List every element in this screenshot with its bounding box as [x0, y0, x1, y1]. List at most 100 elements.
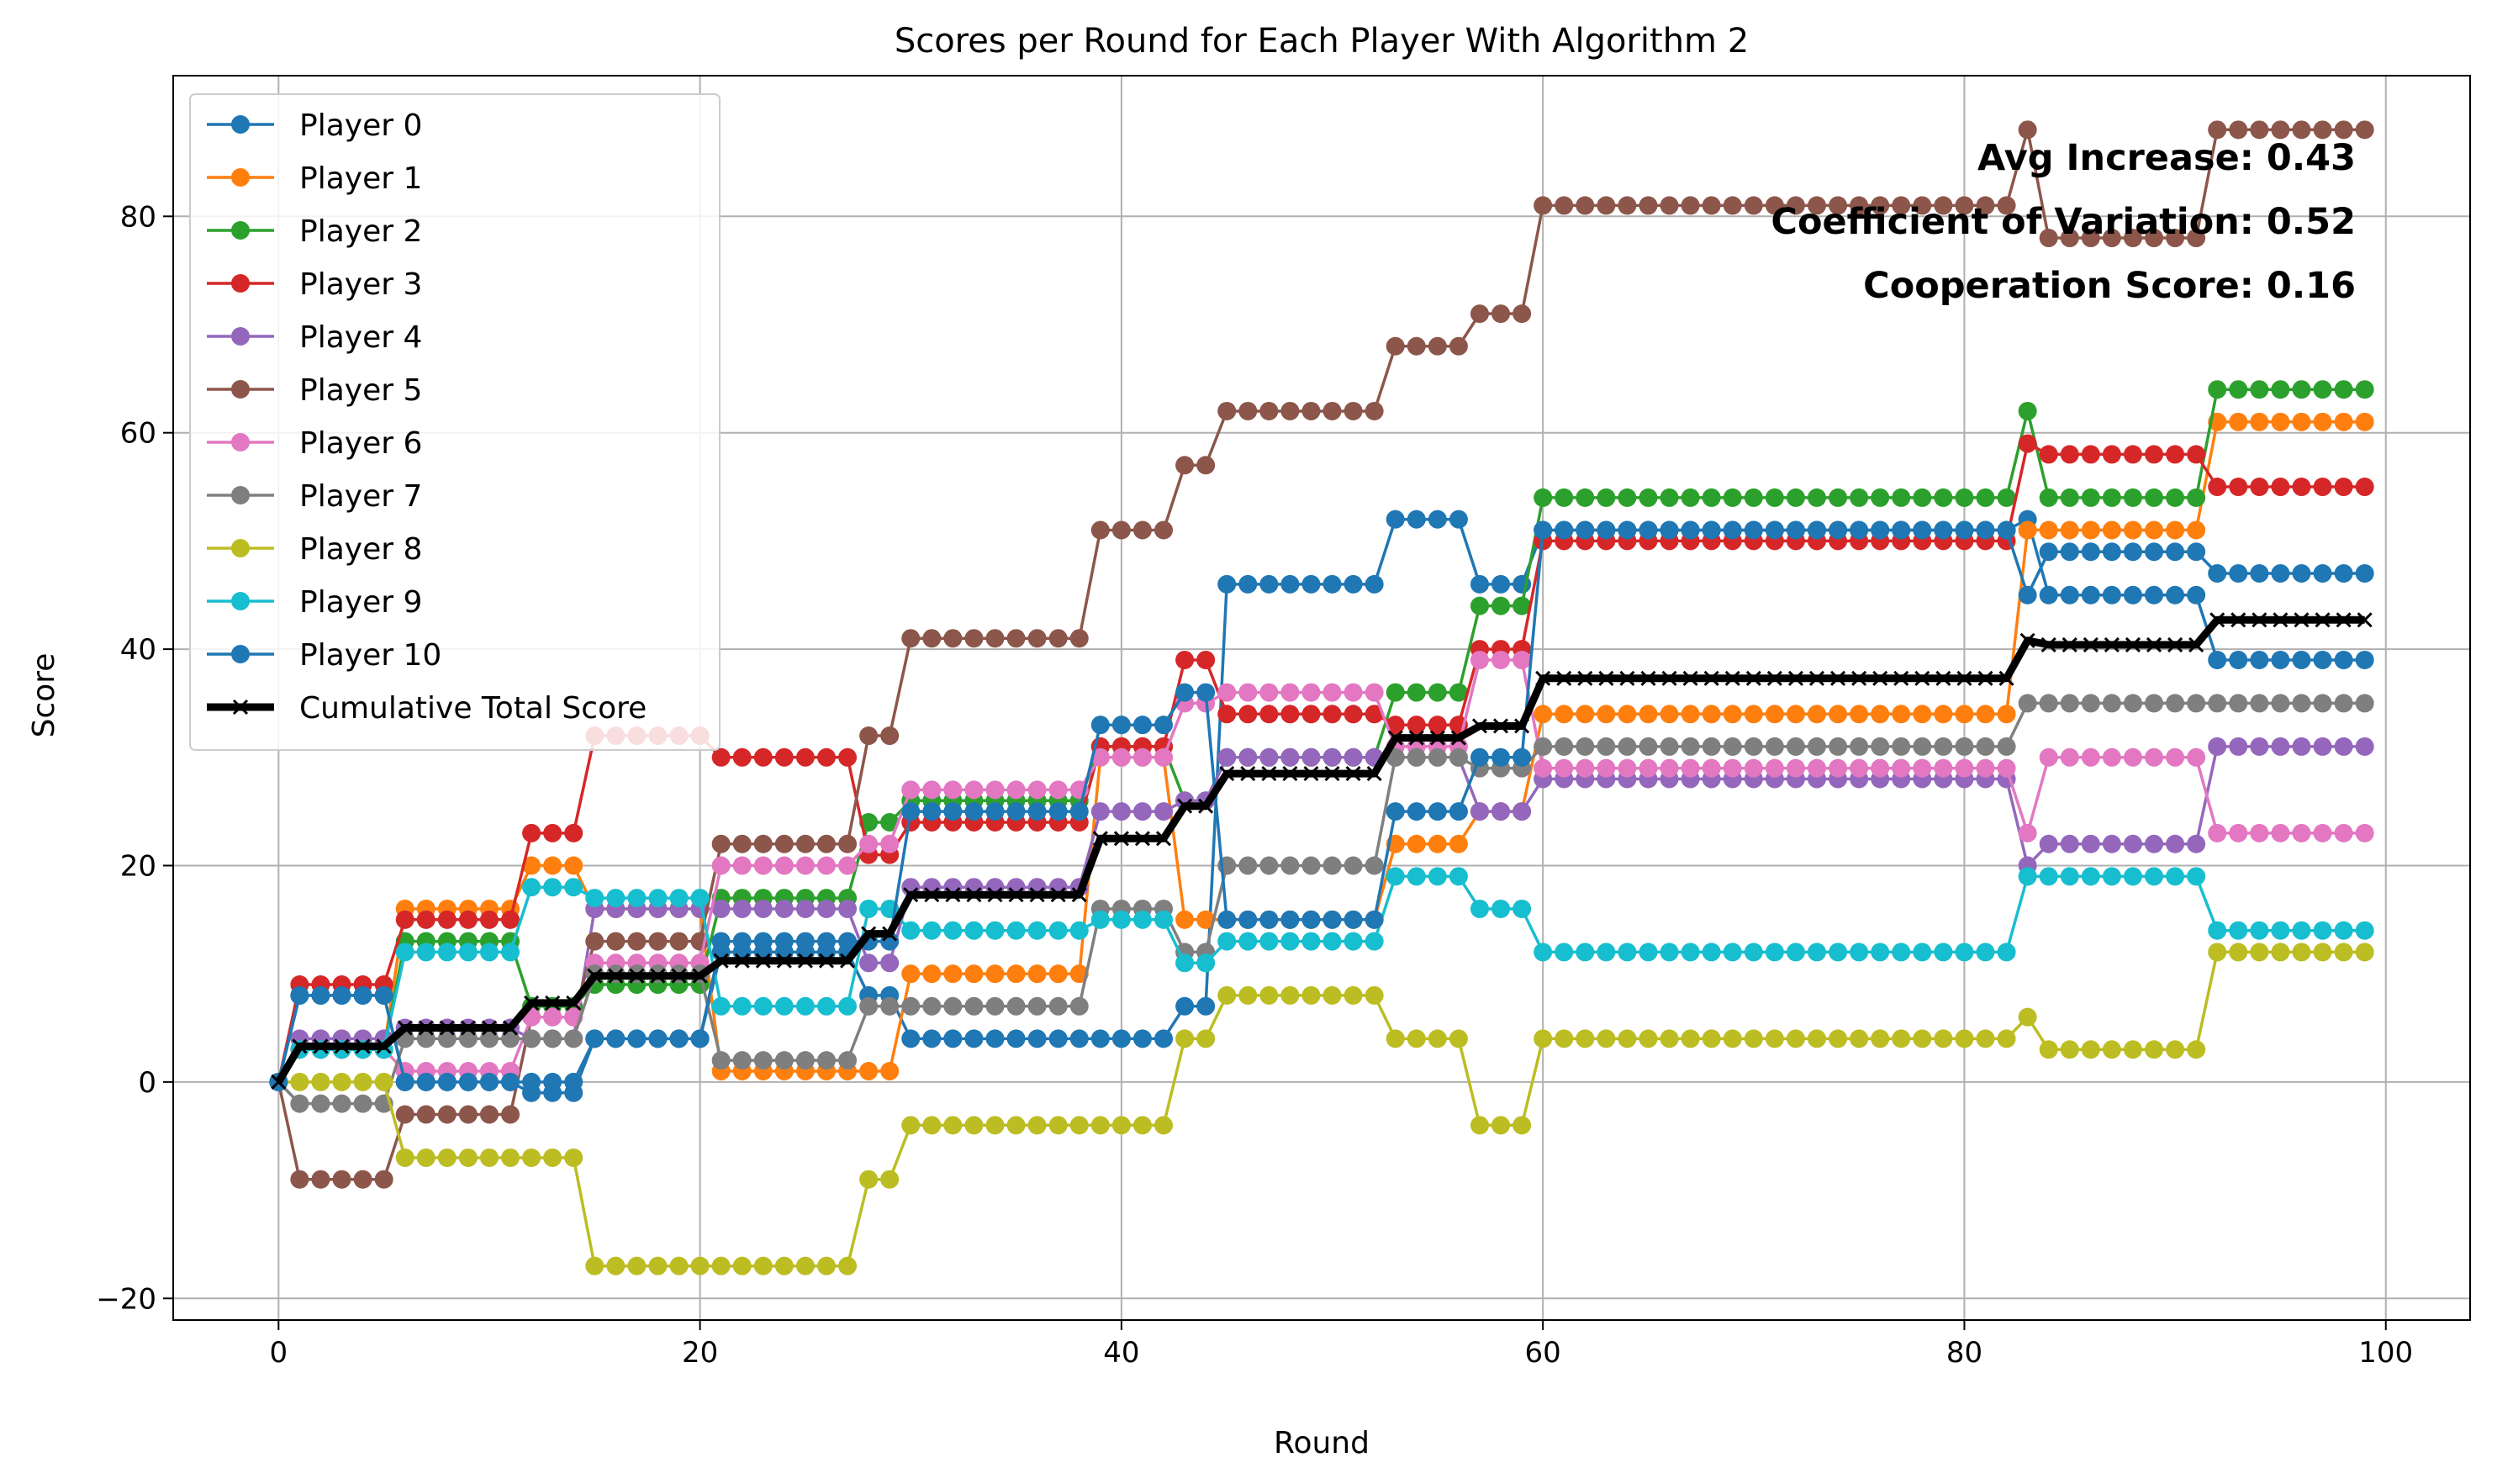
- data-point: [1344, 856, 1363, 875]
- data-point: [753, 996, 773, 1016]
- data-point: [1935, 670, 1951, 686]
- data-point: [627, 932, 647, 951]
- series-player-5: [269, 120, 2374, 1189]
- data-point: [522, 1029, 541, 1048]
- data-point: [1871, 1029, 1890, 1048]
- data-point: [2313, 823, 2332, 842]
- data-point: [943, 1029, 963, 1048]
- legend-item: Player 2: [207, 214, 422, 249]
- data-point: [2250, 737, 2269, 756]
- data-point: [1280, 856, 1300, 875]
- data-point: [332, 1170, 351, 1189]
- data-point: [1301, 683, 1321, 702]
- data-point: [1259, 856, 1279, 875]
- data-point: [1576, 520, 1595, 540]
- data-point: [1555, 520, 1574, 540]
- data-point: [1871, 196, 1890, 215]
- data-point: [458, 1148, 478, 1167]
- data-point: [1407, 683, 1426, 702]
- data-point: [1324, 766, 1340, 782]
- data-point: [1597, 943, 1616, 962]
- data-point: [2271, 564, 2290, 583]
- data-point: [1765, 520, 1784, 540]
- data-point: [1177, 798, 1193, 814]
- data-point: [2208, 943, 2227, 962]
- data-point: [2166, 445, 2185, 464]
- data-point: [458, 910, 478, 929]
- data-point: [1934, 1029, 1953, 1048]
- x-tick-label: 0: [270, 1336, 288, 1370]
- data-point: [2355, 564, 2374, 583]
- data-point: [1765, 705, 1784, 724]
- data-point: [838, 899, 858, 918]
- data-point: [669, 1029, 689, 1048]
- data-point: [1512, 802, 1532, 821]
- data-point: [795, 1051, 815, 1070]
- data-point: [1660, 737, 1679, 756]
- data-point: [1386, 867, 1405, 886]
- data-point: [1914, 670, 1930, 686]
- data-point: [901, 780, 921, 800]
- data-point: [1470, 802, 1489, 821]
- legend-label: Player 9: [299, 585, 422, 620]
- data-point: [2039, 747, 2058, 767]
- data-point: [2081, 229, 2100, 248]
- data-point: [1976, 758, 1995, 778]
- data-point: [1555, 1029, 1574, 1048]
- data-point: [1555, 737, 1574, 756]
- data-point: [332, 985, 351, 1005]
- data-point: [1850, 488, 1869, 507]
- data-point: [1006, 1029, 1026, 1048]
- data-point: [2060, 542, 2079, 562]
- data-point: [1976, 737, 1995, 756]
- data-point: [564, 878, 583, 897]
- data-point: [1639, 520, 1658, 540]
- data-point: [353, 1072, 372, 1091]
- data-point: [1134, 831, 1151, 847]
- data-point: [1913, 196, 1932, 215]
- data-point: [1449, 510, 1468, 529]
- data-point: [2123, 488, 2142, 507]
- data-point: [1534, 1029, 1553, 1048]
- data-point: [1198, 798, 1214, 814]
- data-point: [1196, 683, 1216, 702]
- data-point: [1871, 488, 1890, 507]
- legend-marker: [231, 274, 250, 293]
- data-point: [1639, 737, 1658, 756]
- data-point: [2187, 229, 2206, 248]
- data-point: [797, 953, 813, 969]
- data-point: [774, 1051, 794, 1070]
- data-point: [2102, 867, 2121, 886]
- data-point: [713, 953, 729, 969]
- data-point: [2166, 747, 2185, 767]
- data-point: [1259, 985, 1279, 1005]
- data-point: [1154, 1029, 1174, 1048]
- data-point: [1048, 1029, 1068, 1048]
- data-point: [2145, 694, 2164, 713]
- x-tick-label: 20: [682, 1336, 718, 1370]
- data-point: [1111, 716, 1131, 735]
- data-point: [1155, 831, 1172, 847]
- data-point: [292, 1038, 308, 1054]
- plot-frame: [172, 75, 2471, 1321]
- data-point: [1618, 488, 1637, 507]
- legend-item: Player 6: [207, 426, 422, 461]
- data-point: [1872, 670, 1888, 686]
- data-point: [1407, 747, 1426, 767]
- data-point: [2292, 737, 2311, 756]
- data-point: [1597, 758, 1616, 778]
- data-point: [922, 1116, 942, 1135]
- legend-label: Player 0: [299, 108, 422, 143]
- data-point: [711, 1051, 731, 1070]
- data-point: [2313, 478, 2332, 497]
- data-point: [1470, 1116, 1489, 1135]
- series-line: [278, 950, 2365, 1268]
- data-point: [1280, 747, 1300, 767]
- data-point: [1090, 1029, 1110, 1048]
- data-point: [1534, 705, 1553, 724]
- data-point: [1724, 670, 1740, 686]
- data-point: [311, 1170, 330, 1189]
- data-point: [711, 834, 731, 853]
- data-point: [311, 1072, 330, 1091]
- data-point: [1744, 943, 1763, 962]
